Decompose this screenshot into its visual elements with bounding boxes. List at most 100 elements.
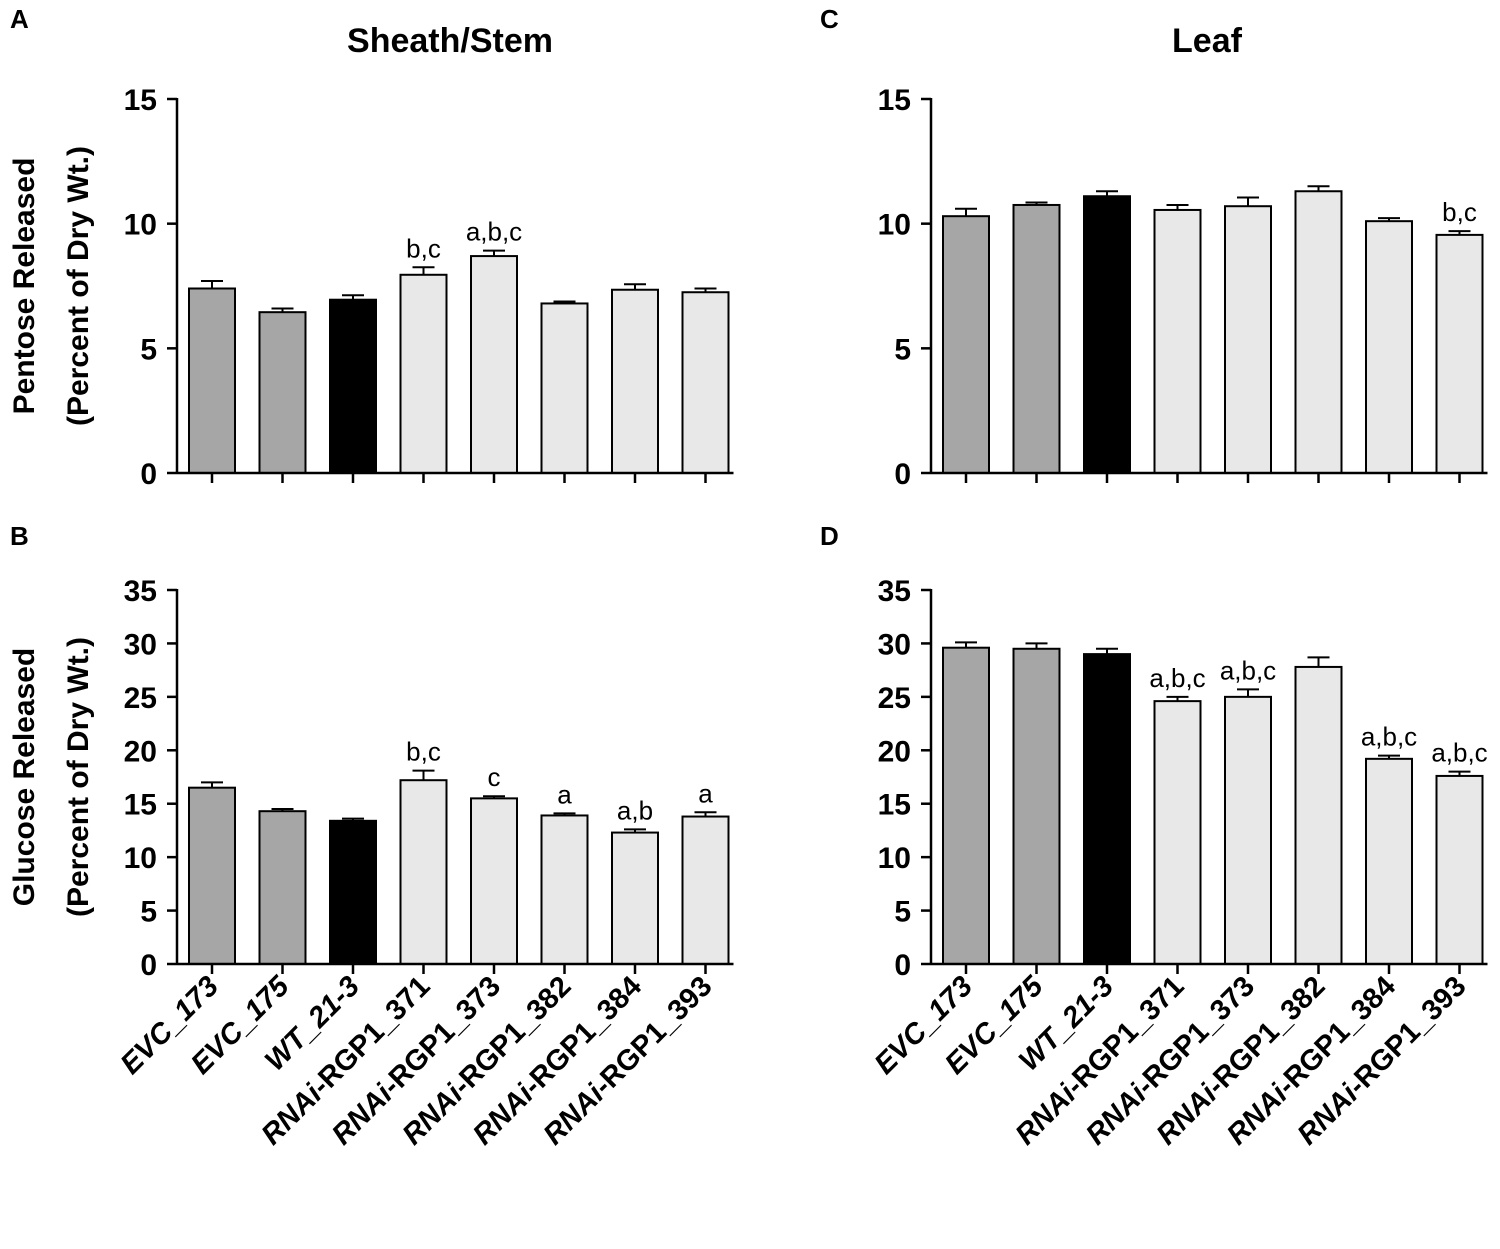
error-bar [553, 812, 576, 816]
y-tick-label: 15 [124, 789, 157, 822]
bar-rnai-rgp1_384 [611, 831, 659, 966]
y-tick-label: 10 [878, 209, 911, 242]
significance-label: b,c [406, 737, 441, 767]
error-bar [483, 795, 505, 799]
bar-evc_173 [188, 786, 236, 966]
error-bar [483, 249, 505, 257]
error-bar [271, 808, 294, 812]
panel-letter: A [10, 4, 29, 34]
bar-rnai-rgp1_382 [1294, 190, 1343, 474]
y-tick-label: 30 [878, 628, 911, 661]
error-bar [624, 283, 646, 290]
bar-rnai-rgp1_384 [1365, 757, 1413, 965]
error-bar [412, 769, 435, 781]
y-tick-label: 35 [878, 575, 911, 608]
y-axis-label-top-line1: Pentose Released [8, 158, 41, 415]
error-bar [201, 280, 223, 289]
bar-rnai-rgp1_384 [1365, 220, 1413, 474]
error-bar [342, 817, 364, 821]
y-tick-label: 10 [124, 209, 157, 242]
significance-label: a [557, 779, 572, 809]
error-bar [1378, 217, 1400, 222]
significance-label: a,b,c [466, 217, 522, 247]
bar-rnai-rgp1_393 [681, 291, 730, 474]
y-tick-label: 0 [140, 949, 157, 982]
bar-rnai-rgp1_371 [1153, 700, 1202, 965]
error-bar [1448, 770, 1471, 776]
bar-evc_175 [1012, 203, 1061, 474]
significance-label: b,c [1442, 197, 1477, 227]
y-tick-label: 0 [894, 458, 911, 491]
error-bar [1096, 647, 1118, 655]
bar-rnai-rgp1_382 [540, 814, 589, 965]
bar-rnai-rgp1_393 [1435, 774, 1484, 966]
chart-panels: A Sheath/Stem b,c a,b,c 0 5 10 15 Bb,c c a a,b a 0 5 10… [10, 4, 1488, 982]
bar-evc_175 [1012, 647, 1061, 965]
bar-rnai-rgp1_373 [470, 797, 518, 965]
bar-rnai-rgp1_393 [1435, 233, 1484, 474]
bar-rnai-rgp1_371 [1153, 208, 1202, 474]
error-bar [694, 811, 717, 817]
bar-wt_21-3 [329, 819, 377, 965]
significance-label: a,b,c [1431, 738, 1487, 768]
significance-label: a,b,c [1149, 663, 1205, 693]
error-bar [1378, 754, 1400, 759]
y-tick-label: 20 [124, 735, 157, 768]
bar-evc_173 [942, 646, 990, 966]
y-tick-label: 30 [124, 628, 157, 661]
panel-c: C Leaf b,c 0 5 10 15 [820, 4, 1488, 491]
y-axis-label-bottom-line1: Glucose Released [8, 648, 41, 906]
y-tick-label: 0 [140, 458, 157, 491]
bar-wt_21-3 [1083, 195, 1131, 475]
significance-label: a,b,c [1220, 655, 1276, 685]
bar-evc_173 [188, 287, 236, 475]
significance-label: a,b [617, 795, 653, 825]
error-bar [342, 294, 364, 300]
panel-a: A Sheath/Stem b,c a,b,c 0 5 10 15 [10, 4, 734, 491]
y-axis-label-top-line2: (Percent of Dry Wt.) [62, 146, 95, 426]
bar-rnai-rgp1_382 [540, 302, 589, 474]
bar-wt_21-3 [1083, 653, 1131, 965]
y-tick-label: 20 [878, 735, 911, 768]
y-tick-label: 0 [894, 949, 911, 982]
y-tick-label: 10 [878, 842, 911, 875]
error-bar [1237, 688, 1259, 697]
y-axis-label-bottom-line2: (Percent of Dry Wt.) [62, 637, 95, 917]
y-tick-label: 5 [140, 896, 157, 929]
error-bar [553, 300, 576, 304]
error-bar [412, 266, 435, 275]
panel-letter: C [820, 4, 839, 34]
y-tick-label: 5 [140, 333, 157, 366]
panel-title: Leaf [1172, 22, 1243, 60]
significance-label: a,b,c [1361, 722, 1417, 752]
y-tick-label: 10 [124, 842, 157, 875]
y-tick-label: 35 [124, 575, 157, 608]
y-tick-label: 25 [878, 682, 911, 715]
significance-label: a [698, 778, 713, 808]
error-bar [1166, 203, 1189, 210]
y-axis-label-bottom: Glucose Released (Percent of Dry Wt.) [8, 637, 95, 917]
bar-rnai-rgp1_393 [681, 815, 730, 966]
error-bar [1025, 642, 1048, 649]
bar-evc_173 [942, 215, 990, 474]
error-bar [1025, 201, 1048, 205]
panel-letter: D [820, 521, 839, 551]
panel-b: Bb,c c a a,b a 0 5 10 15 20 25 30 35 [10, 521, 734, 982]
significance-label: b,c [406, 233, 441, 263]
error-bar [955, 207, 977, 217]
error-bar [201, 781, 223, 788]
bar-rnai-rgp1_371 [399, 779, 448, 965]
y-tick-label: 5 [894, 333, 911, 366]
bar-rnai-rgp1_373 [1224, 205, 1272, 474]
bar-evc_175 [258, 311, 307, 474]
bar-rnai-rgp1_373 [470, 255, 518, 474]
error-bar [955, 641, 977, 648]
y-tick-label: 25 [124, 682, 157, 715]
panel-d: Da,b,c a,b,c a,b,c a,b,c 0 5 10 15 20 25 30 35 [820, 521, 1488, 982]
y-tick-label: 5 [894, 896, 911, 929]
panel-title: Sheath/Stem [347, 22, 553, 60]
y-tick-label: 15 [878, 789, 911, 822]
bar-rnai-rgp1_373 [1224, 695, 1272, 965]
error-bar [694, 287, 717, 293]
